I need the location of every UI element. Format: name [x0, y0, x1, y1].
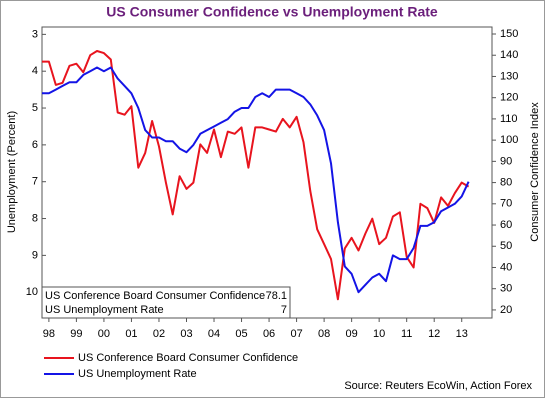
source: Source: Reuters EcoWin, Action Forex [344, 380, 532, 392]
x-tick-label: 13 [456, 328, 468, 340]
x-tick-label: 01 [125, 328, 137, 340]
x-tick-label: 98 [43, 328, 55, 340]
legend-label: US Unemployment Rate [78, 368, 197, 380]
y2-tick-label: 100 [500, 134, 518, 146]
y2-tick-label: 40 [500, 261, 512, 273]
series-line [42, 50, 470, 301]
value-box-value: 7 [281, 304, 287, 316]
x-tick-label: 07 [290, 328, 302, 340]
chart-title: US Consumer Confidence vs Unemployment R… [106, 4, 438, 20]
series-line [42, 66, 470, 294]
y-tick-label: 9 [32, 249, 38, 261]
x-tick-label: 05 [235, 328, 247, 340]
legend-label: US Conference Board Consumer Confidence [78, 352, 298, 364]
x-tick-label: 00 [98, 328, 110, 340]
y2-tick-label: 90 [500, 155, 512, 167]
x-tick-label: 03 [180, 328, 192, 340]
y2-tick-label: 140 [500, 49, 518, 61]
value-box-name: US Conference Board Consumer Confidence [45, 290, 265, 302]
x-tick-label: 04 [208, 328, 220, 340]
x-tick-label: 09 [346, 328, 358, 340]
x-tick-label: 12 [428, 328, 440, 340]
y-tick-label: 3 [32, 28, 38, 40]
y2-tick-label: 130 [500, 70, 518, 82]
y2-tick-label: 30 [500, 283, 512, 295]
y-axis-label: Unemployment (Percent) [6, 111, 18, 233]
y-tick-label: 10 [26, 286, 38, 298]
x-tick-label: 02 [153, 328, 165, 340]
y-tick-label: 8 [32, 212, 38, 224]
y2-tick-label: 120 [500, 92, 518, 104]
y2-tick-label: 80 [500, 176, 512, 188]
y-tick-label: 4 [32, 65, 38, 77]
x-tick-label: 99 [70, 328, 82, 340]
y2-tick-label: 60 [500, 219, 512, 231]
y2-tick-label: 50 [500, 240, 512, 252]
plot-area [41, 26, 493, 319]
y2-tick-label: 110 [500, 113, 518, 125]
y2-axis-label: Consumer Confidence Index [529, 102, 541, 242]
y-tick-label: 7 [32, 176, 38, 188]
x-tick-label: 08 [318, 328, 330, 340]
x-tick-label: 11 [401, 328, 412, 340]
x-tick-label: 06 [263, 328, 275, 340]
value-box [41, 286, 291, 319]
x-tick-label: 10 [373, 328, 385, 340]
y2-tick-label: 150 [500, 28, 518, 40]
y-tick-label: 5 [32, 102, 38, 114]
y2-tick-label: 20 [500, 304, 512, 316]
value-box-value: 78.1 [266, 290, 287, 302]
y-tick-label: 6 [32, 139, 38, 151]
y2-tick-label: 70 [500, 198, 512, 210]
value-box-name: US Unemployment Rate [45, 304, 164, 316]
